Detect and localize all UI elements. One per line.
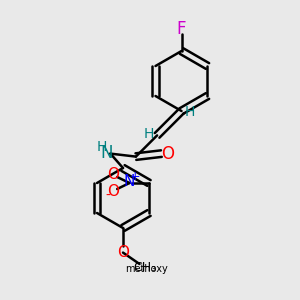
Text: N: N [124,174,135,189]
Text: O: O [161,145,175,163]
Text: F: F [177,20,186,38]
Text: -: - [106,189,111,203]
Text: O: O [108,184,120,199]
Text: methoxy: methoxy [125,263,168,274]
Text: +: + [129,170,140,184]
Text: N: N [100,144,113,162]
Text: CH₃: CH₃ [133,261,156,274]
Text: H: H [185,106,195,119]
Text: H: H [97,140,107,154]
Text: O: O [117,245,129,260]
Text: O: O [108,167,120,182]
Text: H: H [143,127,154,141]
